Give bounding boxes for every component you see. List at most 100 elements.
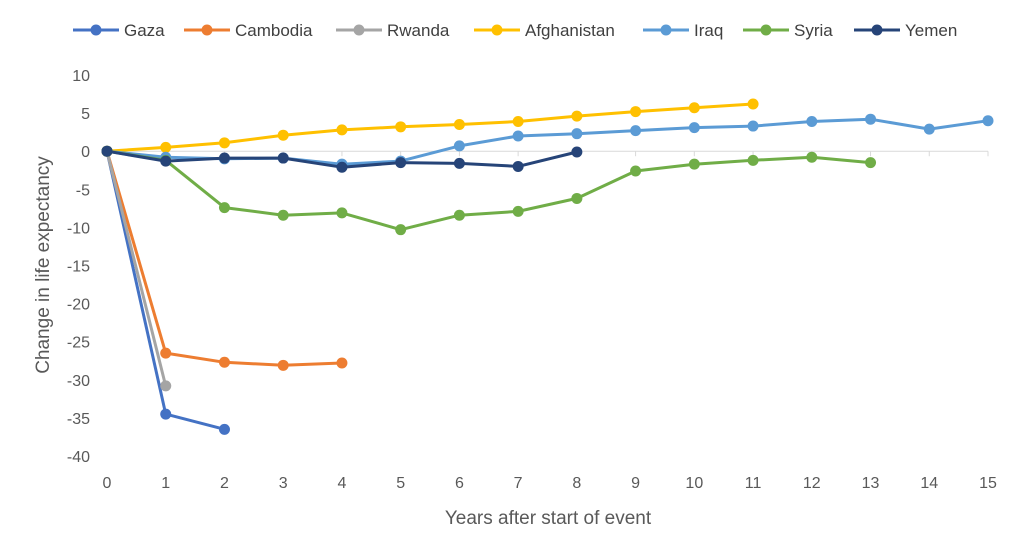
data-point-syria xyxy=(512,205,524,217)
x-tick-label: 5 xyxy=(396,475,405,492)
data-point-rwanda xyxy=(160,380,172,392)
x-tick-label: 14 xyxy=(920,475,938,492)
series-cambodia xyxy=(101,145,348,371)
y-tick-label: -15 xyxy=(67,259,90,276)
x-axis-ticks: 0 1 2 3 4 5 6 7 8 9 10 11 12 13 14 15 xyxy=(103,475,997,492)
data-point-yemen xyxy=(512,160,524,172)
x-tick-label: 2 xyxy=(220,475,229,492)
legend-swatch-marker xyxy=(353,24,365,36)
data-point-yemen xyxy=(277,152,289,164)
x-axis-tick-marks xyxy=(106,151,989,157)
data-point-cambodia xyxy=(160,347,172,359)
legend-label: Cambodia xyxy=(235,21,313,40)
data-point-syria xyxy=(865,157,877,169)
x-tick-label: 1 xyxy=(161,475,170,492)
y-tick-label: 5 xyxy=(81,106,90,123)
data-point-syria xyxy=(630,165,642,177)
data-point-iraq xyxy=(512,130,524,142)
y-tick-label: -5 xyxy=(76,182,90,199)
data-point-syria xyxy=(218,202,230,214)
legend-swatch-marker xyxy=(660,24,672,36)
series-layer xyxy=(101,98,994,435)
series-line-syria xyxy=(106,149,871,232)
legend-swatch-marker xyxy=(871,24,883,36)
data-point-afghanistan xyxy=(336,124,348,136)
x-tick-label: 9 xyxy=(631,475,640,492)
y-tick-label: 10 xyxy=(72,68,90,85)
legend-item-cambodia: Cambodia xyxy=(184,21,313,40)
x-axis-title: Years after start of event xyxy=(445,508,652,529)
data-point-gaza xyxy=(160,408,172,420)
x-tick-label: 6 xyxy=(455,475,464,492)
legend-item-afghanistan: Afghanistan xyxy=(474,21,615,40)
data-point-syria xyxy=(571,192,583,204)
y-tick-label: -10 xyxy=(67,220,90,237)
data-point-iraq xyxy=(688,122,700,134)
legend-swatch-marker xyxy=(90,24,102,36)
data-point-iraq xyxy=(747,120,759,132)
data-point-yemen xyxy=(160,155,172,167)
legend-item-iraq: Iraq xyxy=(643,21,723,40)
data-point-syria xyxy=(336,207,348,219)
legend-item-gaza: Gaza xyxy=(73,21,165,40)
data-point-iraq xyxy=(630,125,642,137)
data-point-syria xyxy=(806,151,818,163)
series-line-rwanda xyxy=(105,150,168,387)
series-line-cambodia xyxy=(105,150,342,367)
data-point-iraq xyxy=(453,140,465,152)
data-point-afghanistan xyxy=(453,119,465,131)
data-point-afghanistan xyxy=(218,137,230,149)
x-tick-label: 4 xyxy=(337,475,346,492)
data-point-gaza xyxy=(218,423,230,435)
y-tick-label: -40 xyxy=(67,449,90,466)
data-point-yemen xyxy=(101,145,113,157)
data-point-iraq xyxy=(865,113,877,125)
data-point-afghanistan xyxy=(160,141,172,153)
data-point-cambodia xyxy=(277,359,289,371)
data-point-syria xyxy=(688,158,700,170)
legend-item-syria: Syria xyxy=(743,21,833,40)
x-tick-label: 15 xyxy=(979,475,997,492)
y-tick-label: -20 xyxy=(67,297,90,314)
x-tick-label: 0 xyxy=(103,475,112,492)
series-line-afghanistan xyxy=(106,102,754,153)
data-point-yemen xyxy=(571,146,583,158)
data-point-cambodia xyxy=(336,357,348,369)
x-tick-label: 10 xyxy=(685,475,703,492)
series-afghanistan xyxy=(101,98,759,157)
legend-label: Iraq xyxy=(694,21,723,40)
legend-label: Yemen xyxy=(905,21,957,40)
y-tick-label: -30 xyxy=(67,373,90,390)
data-point-afghanistan xyxy=(688,102,700,114)
data-point-afghanistan xyxy=(512,115,524,127)
x-tick-label: 13 xyxy=(862,475,880,492)
data-point-afghanistan xyxy=(277,129,289,141)
legend-label: Rwanda xyxy=(387,21,450,40)
data-point-yemen xyxy=(218,152,230,164)
x-tick-label: 8 xyxy=(572,475,581,492)
x-tick-label: 12 xyxy=(803,475,821,492)
data-point-syria xyxy=(277,209,289,221)
legend-swatch-marker xyxy=(491,24,503,36)
legend-label: Afghanistan xyxy=(525,21,615,40)
y-tick-label: 0 xyxy=(81,144,90,161)
series-gaza xyxy=(101,145,230,435)
data-point-afghanistan xyxy=(395,121,407,133)
y-axis-ticks: 10 5 0 -5 -10 -15 -20 -25 -30 -35 -40 xyxy=(67,68,90,466)
x-tick-label: 7 xyxy=(514,475,523,492)
x-tick-label: 3 xyxy=(279,475,288,492)
data-point-syria xyxy=(747,154,759,166)
legend-label: Syria xyxy=(794,21,833,40)
legend-label: Gaza xyxy=(124,21,165,40)
y-tick-label: -25 xyxy=(67,335,90,352)
legend-item-yemen: Yemen xyxy=(854,21,957,40)
data-point-afghanistan xyxy=(630,106,642,118)
data-point-iraq xyxy=(982,115,994,127)
data-point-iraq xyxy=(923,123,935,135)
series-syria xyxy=(101,145,877,236)
legend-item-rwanda: Rwanda xyxy=(336,21,450,40)
data-point-afghanistan xyxy=(571,110,583,122)
data-point-syria xyxy=(453,209,465,221)
series-yemen xyxy=(101,145,583,173)
